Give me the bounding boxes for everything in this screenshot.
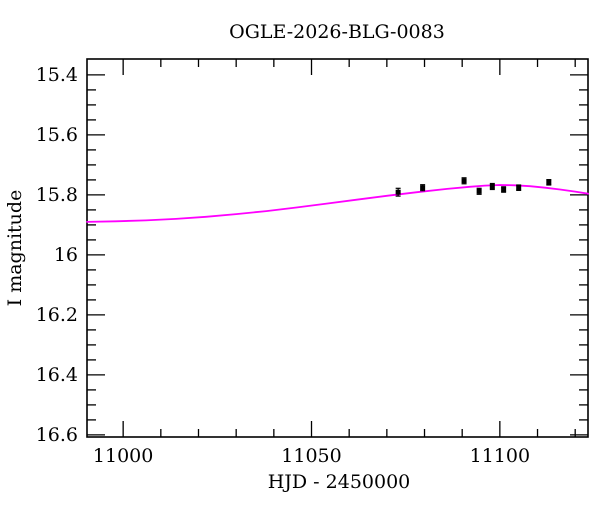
plot-area: 11000 11050 11100 15.4 15.6 15.8 16 16.2 16.4 16.…: [36, 58, 589, 467]
y-tick-label: 15.6: [36, 124, 78, 146]
data-point: [516, 185, 522, 191]
data-point: [461, 178, 467, 184]
x-tick-label: 11050: [281, 445, 341, 467]
y-tick-label: 15.4: [36, 64, 78, 86]
y-tick-label: 16.2: [36, 304, 78, 326]
data-point: [489, 184, 495, 189]
data-point: [395, 189, 401, 195]
data-point: [501, 187, 507, 192]
model-curve: [86, 184, 589, 223]
plot-frame: [86, 58, 589, 438]
data-point: [546, 179, 552, 185]
y-tick-label: 16: [54, 244, 78, 266]
chart-title: OGLE-2026-BLG-0083: [229, 21, 445, 43]
data-point: [476, 188, 482, 194]
x-tick-label: 11100: [470, 445, 530, 467]
x-tick-label: 11000: [93, 445, 153, 467]
data-point: [420, 185, 426, 191]
x-axis-label: HJD - 2450000: [268, 471, 411, 493]
y-tick-label: 16.4: [36, 364, 78, 386]
y-tick-label: 16.6: [36, 424, 78, 446]
y-axis-label: I magnitude: [4, 190, 26, 307]
y-tick-label: 15.8: [36, 184, 78, 206]
